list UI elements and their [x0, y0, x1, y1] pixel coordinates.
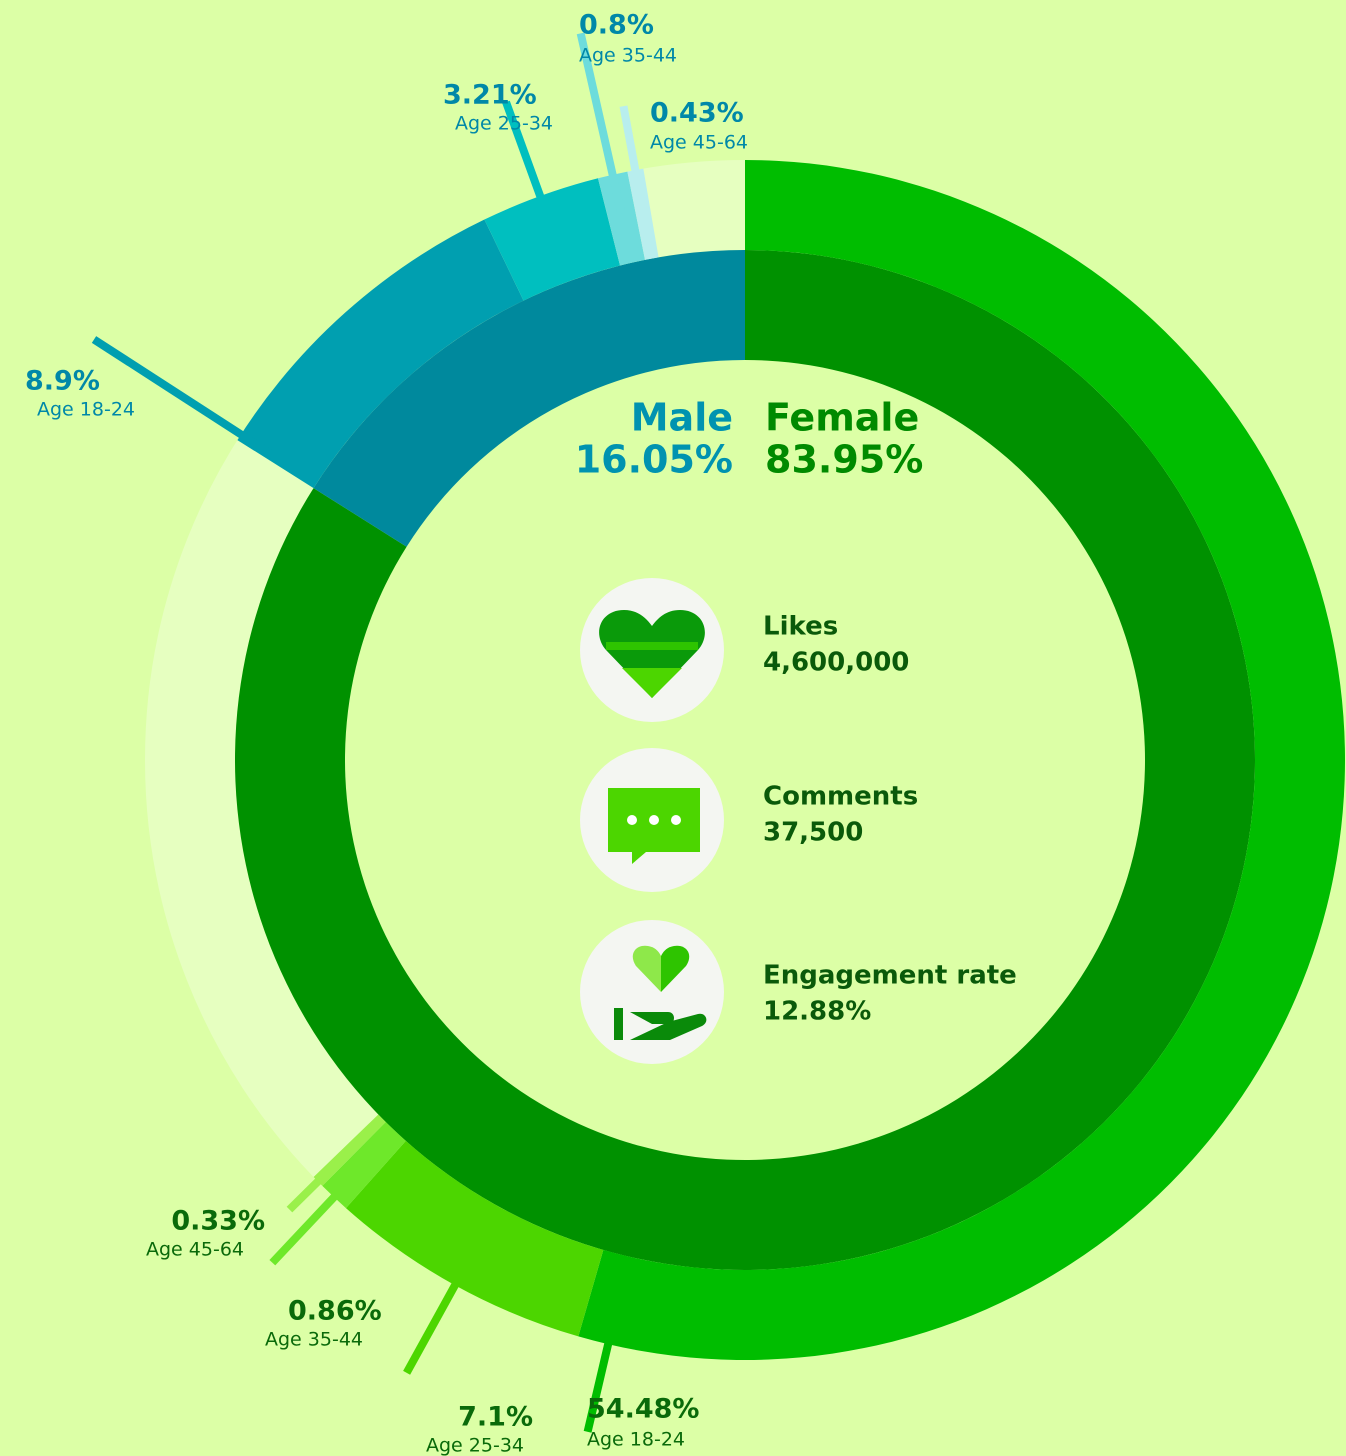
outer-segment	[597, 171, 646, 266]
likes-icon	[580, 578, 724, 722]
male-value: 16.05%	[575, 438, 733, 482]
value-label: 7.1%	[458, 1402, 533, 1433]
value-label: 0.43%	[650, 98, 744, 129]
age-label: Age 25-34	[455, 113, 553, 135]
age-label: Age 25-34	[426, 1435, 524, 1456]
leader-line	[269, 1165, 365, 1266]
outer-segment	[237, 219, 524, 489]
leader-line	[91, 336, 277, 460]
outer-segment	[627, 168, 659, 260]
leader-line	[502, 100, 558, 236]
stat-label: Engagement rate	[763, 961, 1017, 991]
value-label: 8.9%	[25, 366, 100, 397]
value-label: 54.48%	[587, 1394, 699, 1425]
female-label: Female	[765, 396, 919, 440]
stat-value: 4,600,000	[763, 648, 909, 678]
stat-label: Comments	[763, 782, 918, 812]
age-label: Age 35-44	[265, 1329, 363, 1351]
female-value: 83.95%	[765, 438, 923, 482]
leader-line	[576, 32, 626, 215]
leader-line	[403, 1248, 478, 1375]
inner-segment	[313, 250, 745, 547]
value-label: 0.86%	[288, 1296, 382, 1327]
leader-line	[619, 105, 647, 211]
male-label: Male	[631, 396, 733, 440]
age-label: Age 18-24	[37, 399, 135, 421]
age-label: Age 45-64	[146, 1239, 244, 1261]
leader-line	[286, 1150, 350, 1213]
engagement-icon	[580, 920, 724, 1064]
outer-segment	[484, 178, 621, 301]
leader-line	[583, 1304, 622, 1433]
age-label: Age 45-64	[650, 132, 748, 154]
stat-value: 12.88%	[763, 997, 871, 1027]
stat-label: Likes	[763, 612, 838, 642]
stat-value: 37,500	[763, 818, 863, 848]
value-label: 0.33%	[171, 1206, 265, 1237]
value-label: 3.21%	[443, 80, 537, 111]
comments-icon	[580, 748, 724, 892]
outer-segment	[345, 1140, 604, 1337]
age-label: Age 35-44	[579, 45, 677, 67]
value-label: 0.8%	[579, 10, 654, 41]
age-label: Age 18-24	[587, 1429, 685, 1451]
